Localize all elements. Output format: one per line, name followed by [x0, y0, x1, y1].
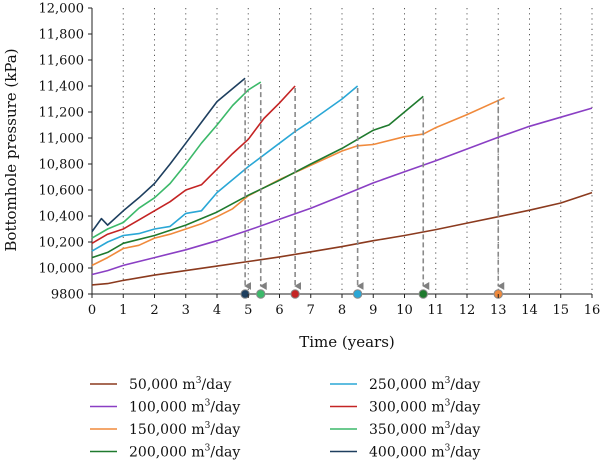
legend-label: 50,000 m3/day: [129, 376, 231, 393]
y-tick-label: 11,200: [39, 106, 85, 121]
x-tick-label: 11: [427, 303, 444, 318]
series-line: [92, 86, 358, 251]
x-tick-label: 4: [213, 303, 221, 318]
x-tick-label: 9: [369, 303, 377, 318]
x-axis-title: Time (years): [299, 333, 395, 351]
y-tick-label: 10,400: [39, 210, 85, 225]
marker-layer: [241, 80, 503, 298]
y-tick-label: 10,200: [39, 236, 85, 251]
legend-label: 250,000 m3/day: [369, 376, 480, 393]
y-tick-label: 11,600: [39, 54, 85, 69]
x-tick-label: 5: [244, 303, 252, 318]
y-tick-label: 10,800: [39, 158, 85, 173]
legend-label: 300,000 m3/day: [369, 399, 480, 416]
x-tick-label: 3: [182, 303, 190, 318]
legend-label: 150,000 m3/day: [129, 421, 240, 438]
y-axis-title: Bottomhole pressure (kPa): [2, 48, 20, 251]
y-tick-label: 9800: [51, 288, 84, 303]
series-line: [92, 82, 261, 238]
end-marker: [291, 290, 299, 298]
x-tick-label: 16: [584, 303, 600, 318]
x-tick-label: 1: [119, 303, 127, 318]
y-tick-label: 11,800: [39, 28, 85, 43]
series-line: [92, 86, 295, 243]
legend-label: 100,000 m3/day: [129, 399, 240, 416]
y-tick-label: 12,000: [39, 2, 85, 17]
x-tick-label: 7: [307, 303, 315, 318]
legend: 50,000 m3/day 250,000 m3/day 100,000 m3/da…: [90, 376, 480, 461]
series-layer: [92, 78, 592, 285]
x-tick-label: 13: [490, 303, 507, 318]
legend-label: 200,000 m3/day: [129, 444, 240, 461]
legend-label: 350,000 m3/day: [369, 421, 480, 438]
x-tick-label: 6: [275, 303, 283, 318]
end-marker: [257, 290, 265, 298]
y-tick-label: 10,000: [39, 262, 85, 277]
y-tick-label: 10,600: [39, 184, 85, 199]
x-tick-label: 10: [396, 303, 413, 318]
end-marker: [419, 290, 427, 298]
end-marker: [353, 290, 361, 298]
x-tick-label: 8: [338, 303, 346, 318]
x-tick-label: 14: [521, 303, 538, 318]
y-tick-label: 11,400: [39, 80, 85, 95]
x-tick-label: 12: [459, 303, 476, 318]
series-line: [92, 98, 505, 266]
x-tick-label: 0: [88, 303, 96, 318]
y-tick-label: 11,000: [39, 132, 85, 147]
x-tick-label: 15: [552, 303, 569, 318]
x-tick-label: 2: [150, 303, 158, 318]
legend-label: 400,000 m3/day: [369, 444, 480, 461]
